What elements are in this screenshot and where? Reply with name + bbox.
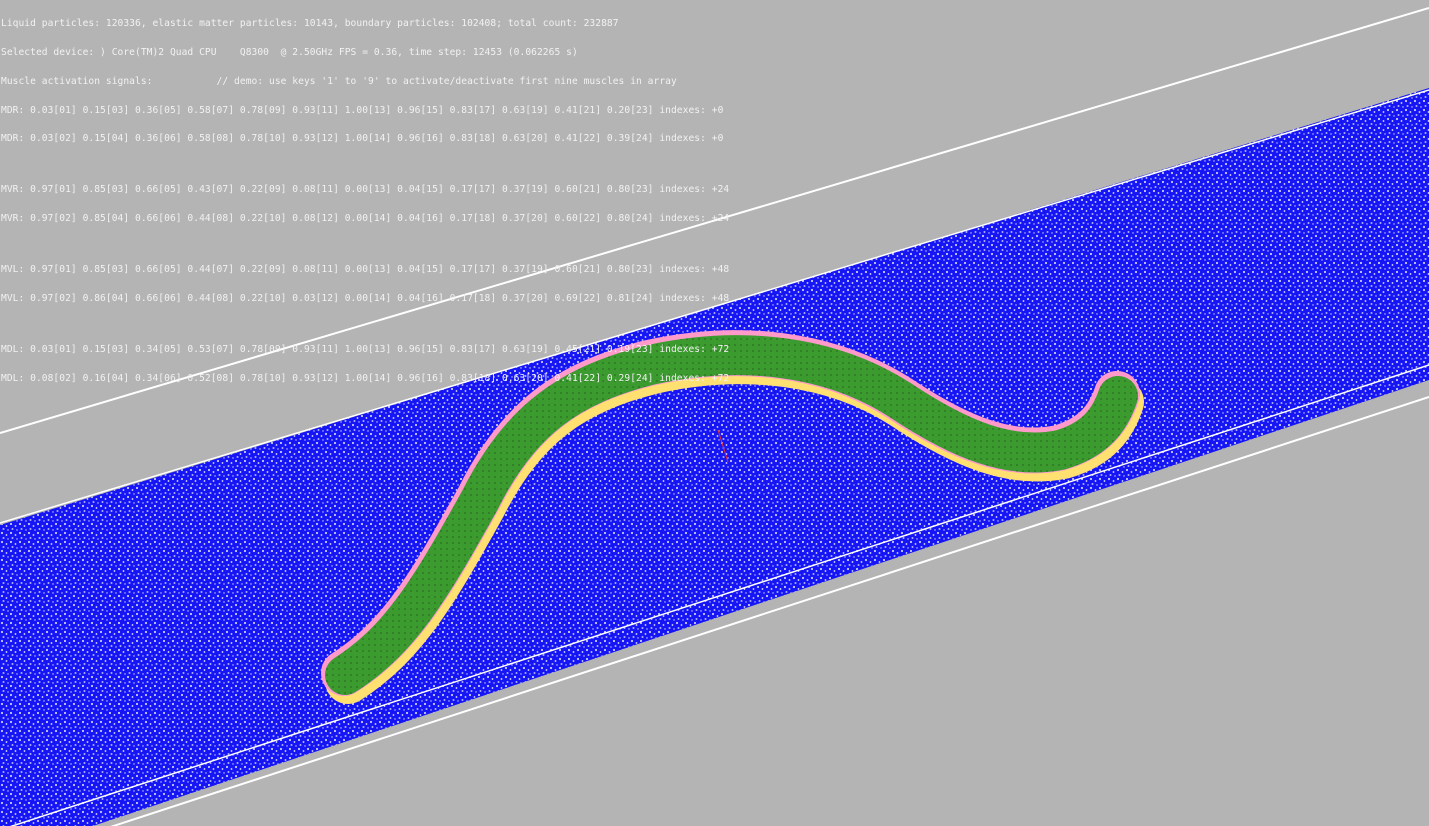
muscle-row-mvl-1: MVL: 0.97[01] 0.85[03] 0.66[05] 0.44[07]…	[1, 264, 730, 276]
muscle-row-mdl-1: MDL: 0.03[01] 0.15[03] 0.34[05] 0.53[07]…	[1, 343, 730, 355]
boundary-line-bottom-outer	[110, 396, 1429, 826]
particle-count-text: Liquid particles: 120336, elastic matter…	[1, 18, 619, 30]
boundary-line-top-outer	[0, 7, 1429, 434]
muscle-row-mvr-2: MVR: 0.97[02] 0.85[04] 0.66[06] 0.44[08]…	[1, 213, 730, 225]
worm-body[interactable]	[321, 330, 1144, 704]
muscle-marker	[717, 429, 729, 463]
muscle-row-mdr-2: MDR: 0.03[02] 0.15[04] 0.36[06] 0.58[08]…	[1, 133, 724, 145]
boundary-line-top-inner	[0, 89, 1429, 524]
muscle-row-mdr-1: MDR: 0.03[01] 0.15[03] 0.36[05] 0.58[07]…	[1, 104, 724, 116]
muscle-row-mvr-1: MVR: 0.97[01] 0.85[03] 0.66[05] 0.43[07]…	[1, 184, 730, 196]
muscle-signals-header: Muscle activation signals: // demo: use …	[1, 75, 677, 87]
muscle-row-mdl-2: MDL: 0.08[02] 0.16[04] 0.34[06] 0.52[08]…	[1, 372, 730, 384]
hud-overlay: Liquid particles: 120336, elastic matter…	[1, 0, 729, 393]
boundary-line-bottom-inner	[9, 364, 1429, 826]
device-info-text: Selected device: ) Core(TM)2 Quad CPU Q8…	[1, 46, 578, 58]
muscle-row-mvl-2: MVL: 0.97[02] 0.86[04] 0.66[06] 0.44[08]…	[1, 292, 730, 304]
